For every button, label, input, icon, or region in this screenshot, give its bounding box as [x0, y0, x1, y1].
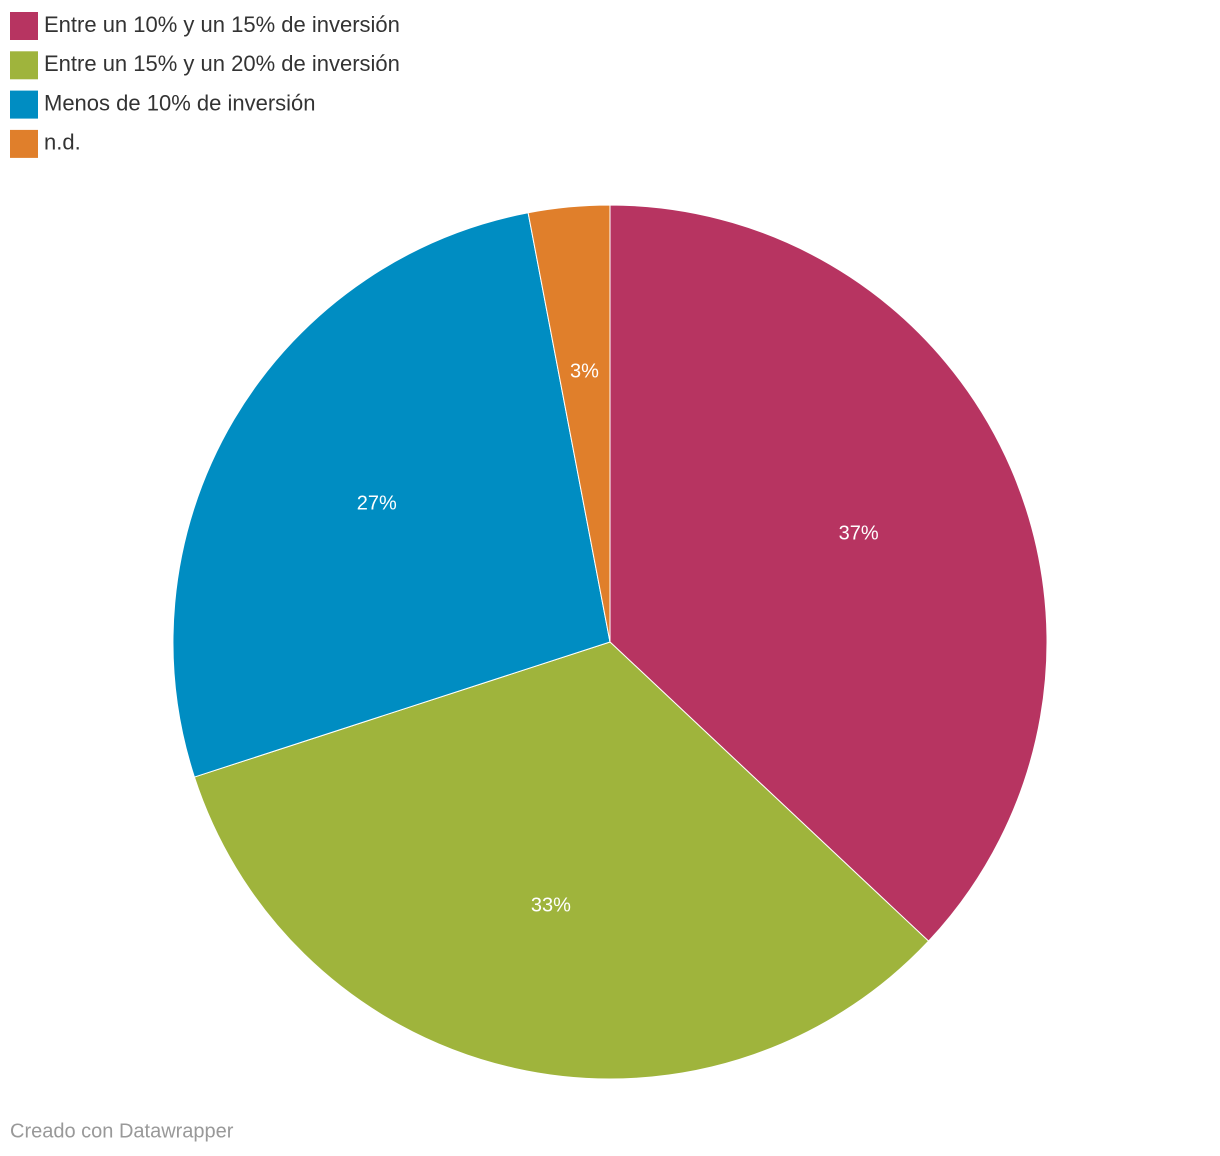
- footer: Creado con Datawrapper: [10, 1120, 234, 1142]
- value-label: 37%: [839, 523, 879, 545]
- legend-label: n.d.: [44, 130, 81, 155]
- legend-swatch: [10, 51, 38, 80]
- legend-label: Entre un 10% y un 15% de inversión: [44, 12, 400, 37]
- pie-slice: [527, 204, 611, 643]
- legend-label: Entre un 15% y un 20% de inversión: [44, 51, 400, 76]
- legend-swatch: [10, 90, 38, 119]
- value-label: 3%: [570, 361, 599, 383]
- legend-swatch: [10, 12, 38, 40]
- legend-label: Menos de 10% de inversión: [44, 90, 316, 115]
- pie-slice: [193, 641, 930, 1080]
- value-label: 27%: [357, 492, 397, 514]
- value-label: 33%: [531, 895, 571, 917]
- legend-swatch: [10, 129, 38, 158]
- pie-slice: [172, 212, 611, 778]
- pie-slice: [609, 204, 1048, 942]
